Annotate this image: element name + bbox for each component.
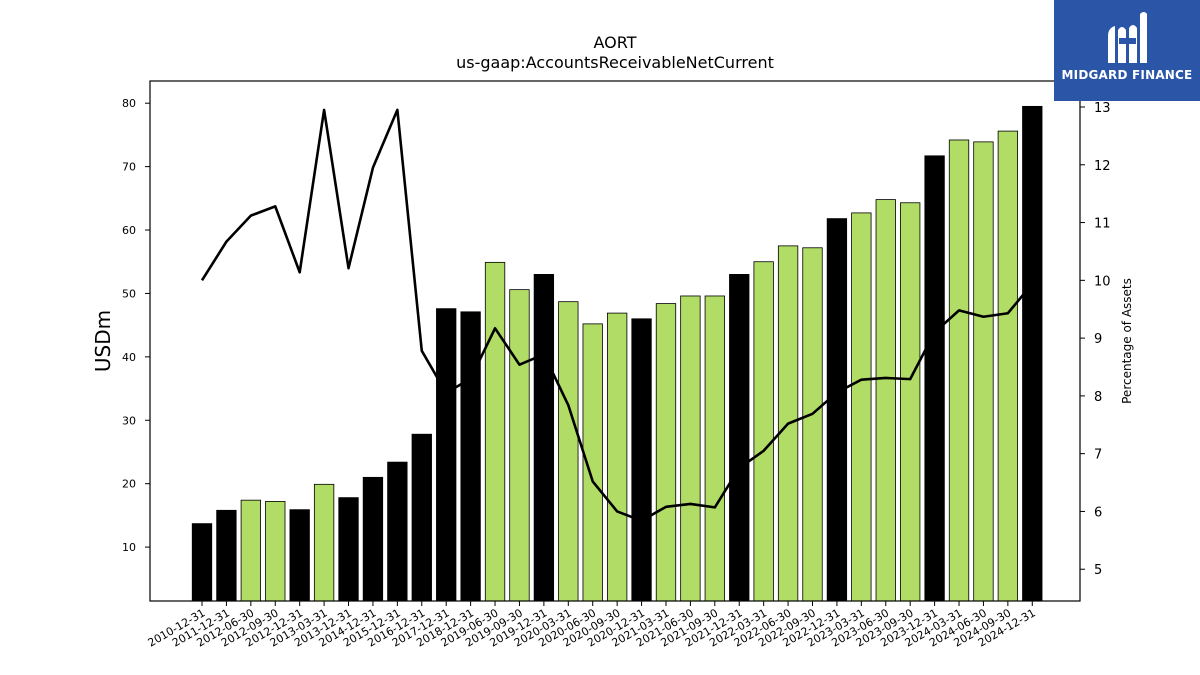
plot-area: 102030405060708056789101112132010-12-312… bbox=[122, 80, 1111, 650]
bar bbox=[411, 433, 432, 602]
y2-tick-label: 11 bbox=[1094, 217, 1111, 232]
y-tick-label: 30 bbox=[122, 414, 136, 427]
y-axis-label: USDm bbox=[91, 310, 115, 372]
bar bbox=[533, 274, 555, 602]
bar bbox=[997, 130, 1019, 602]
plot-frame bbox=[149, 80, 1081, 602]
bar bbox=[460, 311, 481, 602]
bar bbox=[973, 141, 994, 602]
chart-title: AORT bbox=[594, 33, 637, 52]
y2-tick-label: 8 bbox=[1094, 390, 1102, 405]
y2-tick-label: 7 bbox=[1094, 448, 1102, 463]
bar bbox=[313, 483, 335, 602]
bar bbox=[338, 497, 359, 602]
y-tick-label: 60 bbox=[122, 224, 136, 237]
bar bbox=[289, 509, 310, 602]
y2-tick-label: 5 bbox=[1094, 563, 1102, 578]
bar bbox=[436, 308, 457, 602]
bar bbox=[1022, 105, 1043, 602]
y2-tick-label: 9 bbox=[1094, 332, 1102, 347]
bar bbox=[826, 218, 848, 602]
bar bbox=[362, 476, 384, 602]
bar bbox=[509, 289, 530, 602]
y-tick-label: 50 bbox=[122, 287, 136, 300]
bar bbox=[216, 509, 237, 602]
logo-text: MIDGARD FINANCE bbox=[1061, 68, 1193, 82]
bar bbox=[753, 261, 774, 602]
bar bbox=[655, 303, 677, 602]
bar bbox=[606, 312, 628, 602]
y2-tick-label: 10 bbox=[1094, 274, 1111, 289]
bar bbox=[948, 139, 970, 602]
bar bbox=[484, 261, 506, 602]
bar bbox=[265, 501, 286, 602]
bar bbox=[924, 155, 945, 602]
y-tick-label: 40 bbox=[122, 351, 136, 364]
y2-tick-label: 13 bbox=[1094, 101, 1111, 116]
bar bbox=[240, 499, 261, 602]
bar bbox=[631, 318, 652, 602]
bar bbox=[387, 461, 408, 602]
bar bbox=[851, 212, 872, 602]
bar bbox=[191, 523, 213, 602]
bar bbox=[558, 301, 579, 602]
y-tick-label: 70 bbox=[122, 161, 136, 174]
bar bbox=[729, 274, 750, 602]
y-tick-label: 10 bbox=[122, 541, 136, 554]
y2-axis-label: Percentage of Assets bbox=[1120, 278, 1134, 404]
bar bbox=[900, 202, 921, 602]
y2-tick-label: 6 bbox=[1094, 505, 1102, 520]
brand-logo: MIDGARD FINANCE bbox=[1054, 0, 1200, 101]
bar bbox=[875, 199, 896, 602]
y-tick-label: 80 bbox=[122, 97, 136, 110]
bar bbox=[802, 247, 823, 602]
y-tick-label: 20 bbox=[122, 478, 136, 491]
bar bbox=[704, 295, 725, 602]
chart-subtitle: us-gaap:AccountsReceivableNetCurrent bbox=[456, 53, 774, 72]
series-line bbox=[200, 108, 1034, 522]
bar bbox=[680, 295, 701, 602]
midgard-logo-icon bbox=[1108, 12, 1147, 63]
y2-tick-label: 12 bbox=[1094, 159, 1111, 174]
